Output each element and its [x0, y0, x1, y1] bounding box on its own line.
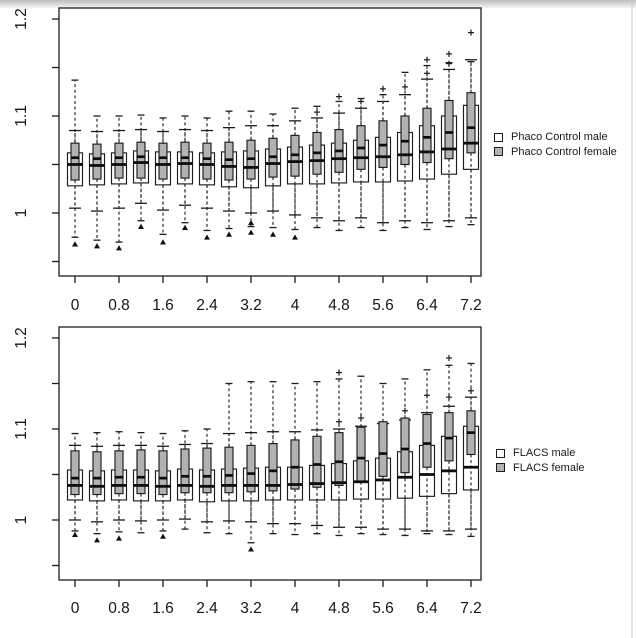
legend-item-phaco-female: Phaco Control female	[494, 145, 617, 160]
female-box-17	[444, 355, 454, 536]
female-box-5	[180, 115, 190, 230]
female-box-16	[422, 56, 432, 231]
female-box-2	[114, 115, 124, 251]
legend-label-phaco-male: Phaco Control male	[511, 131, 608, 143]
legend-label-flacs-male: FLACS male	[513, 447, 576, 459]
female-box-1	[92, 431, 102, 535]
female-box-9	[268, 381, 278, 535]
x-tick-label: 4	[291, 600, 300, 617]
female-box-13	[356, 97, 366, 229]
female-box-11	[312, 381, 322, 535]
female-box-17	[444, 50, 454, 228]
female-box-10	[290, 382, 300, 536]
screenshot-right-edge	[631, 0, 633, 638]
female-box-8	[246, 110, 256, 235]
female-box-6	[202, 117, 212, 240]
y-tick-label: 1.2	[13, 327, 30, 349]
female-box-7	[224, 110, 234, 237]
x-tick-label: 6.4	[416, 297, 438, 314]
x-tick-label: 2.4	[196, 600, 218, 617]
female-box-14	[378, 85, 388, 232]
x-tick-label: 3.2	[240, 297, 262, 314]
female-box-7	[224, 382, 234, 535]
bottom-boxplot-panel: 1 1.1 1.2 0 0.8 1.6 2.4 3.2 4 4.8 5.6 6.4 7.2	[13, 326, 482, 617]
plot-border	[58, 7, 482, 277]
female-box-4	[158, 432, 168, 532]
female-box-16	[422, 369, 432, 535]
x-tick-label: 3.2	[240, 600, 262, 617]
x-tick-label: 4	[291, 297, 300, 314]
x-tick-label: 4.8	[328, 297, 350, 314]
female-box-1	[92, 115, 102, 249]
y-tick-label: 1	[13, 516, 30, 525]
female-box-swatch-icon	[496, 463, 505, 473]
y-tick-label: 1.1	[13, 418, 30, 440]
y-tick-label: 1.1	[13, 105, 30, 127]
female-box-2	[114, 431, 124, 533]
female-box-11	[312, 105, 322, 229]
x-tick-label: 7.2	[460, 600, 482, 617]
female-box-8	[246, 381, 256, 552]
x-tick-label: 0	[71, 600, 80, 617]
x-tick-label: 4.8	[328, 600, 350, 617]
legend-label-flacs-female: FLACS female	[513, 461, 585, 474]
female-box-12	[334, 93, 344, 232]
female-box-10	[290, 107, 300, 240]
female-box-9	[268, 113, 278, 237]
x-axis: 0 0.8 1.6 2.4 3.2 4 4.8 5.6 6.4 7.2	[71, 580, 482, 617]
female-box-swatch-icon	[494, 147, 503, 157]
male-median-lines	[67, 141, 479, 169]
legend-phaco-control: Phaco Control male Phaco Control female	[494, 130, 617, 159]
female-box-18	[466, 29, 476, 226]
x-tick-label: 0.8	[108, 297, 130, 314]
y-axis: 1 1.1 1.2	[13, 8, 59, 263]
female-box-5	[180, 430, 190, 530]
male-median-lines	[67, 465, 479, 488]
legend-item-phaco-male: Phaco Control male	[494, 130, 617, 145]
x-tick-label: 5.6	[372, 297, 394, 314]
legend-flacs: FLACS male FLACS female	[496, 446, 585, 475]
legend-label-phaco-female: Phaco Control female	[511, 145, 617, 158]
male-box-swatch-icon	[494, 132, 503, 142]
x-tick-label: 5.6	[372, 600, 394, 617]
male-box-swatch-icon	[496, 448, 505, 458]
x-tick-label: 6.4	[416, 600, 438, 617]
y-axis: 1 1.1 1.2	[13, 327, 59, 567]
female-box-14	[378, 382, 388, 536]
x-tick-label: 7.2	[460, 297, 482, 314]
y-tick-label: 1	[13, 209, 30, 218]
female-box-3	[136, 114, 146, 229]
female-box-13	[356, 375, 366, 535]
female-box-6	[202, 428, 212, 534]
female-box-12	[334, 369, 344, 537]
x-axis: 0 0.8 1.6 2.4 3.2 4 4.8 5.6 6.4 7.2	[71, 276, 482, 314]
y-tick-label: 1.2	[13, 8, 30, 30]
x-tick-label: 0	[71, 297, 80, 314]
plot-border	[58, 326, 482, 581]
legend-item-flacs-female: FLACS female	[496, 461, 585, 476]
x-tick-label: 2.4	[196, 297, 218, 314]
female-boxplot-series	[70, 355, 476, 552]
x-tick-label: 1.6	[152, 600, 174, 617]
female-box-3	[136, 431, 146, 534]
legend-item-flacs-male: FLACS male	[496, 446, 585, 461]
female-box-4	[158, 117, 168, 245]
female-box-15	[400, 378, 410, 537]
female-box-0	[70, 432, 80, 532]
x-tick-label: 1.6	[152, 297, 174, 314]
female-boxplot-series	[70, 29, 476, 251]
top-boxplot-panel: 1 1.1 1.2 0 0.8 1.6 2.4 3.2 4 4.8 5.6 6.4 7.2	[13, 7, 482, 314]
x-tick-label: 0.8	[108, 600, 130, 617]
screenshot-top-band	[0, 0, 636, 8]
female-box-0	[70, 79, 80, 247]
female-box-15	[400, 71, 410, 229]
